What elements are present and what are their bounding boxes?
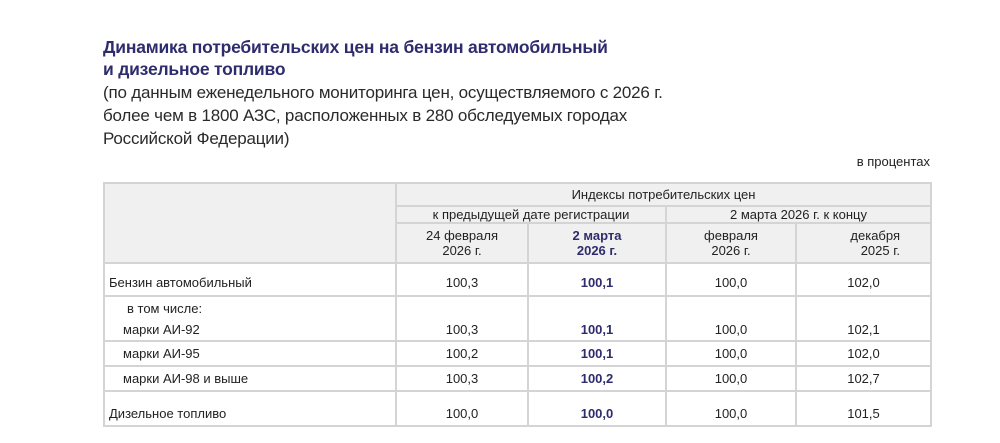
cell: 102,7 [795, 365, 932, 392]
row-label-text: марки АИ-92 [123, 322, 200, 337]
column-header: 2 марта 2026 г. [527, 222, 667, 264]
table-row: Дизельное топливо 100,0 100,0 100,0 101,… [103, 390, 932, 427]
column-header-line: декабря [850, 228, 900, 243]
column-header-line: 2026 г. [442, 243, 482, 258]
row-label: Дизельное топливо [103, 390, 397, 427]
cell: 100,3 [395, 262, 529, 297]
column-header-line: 2 марта [572, 228, 622, 243]
header-group-previous: к предыдущей дате регистрации [395, 205, 667, 224]
table-row: Бензин автомобильный 100,3 100,1 100,0 1… [103, 262, 932, 297]
cell: 100,1 [527, 262, 667, 297]
cell: 101,5 [795, 390, 932, 427]
table-row: марки АИ-98 и выше 100,3 100,2 100,0 102… [103, 365, 932, 392]
subtitle-line: более чем в 1800 АЗС, расположенных в 28… [103, 106, 628, 125]
header-row: 24 февраля 2026 г. 2 марта 2026 г. февраля… [104, 222, 932, 264]
title-line: и дизельное топливо [103, 59, 286, 79]
cell: 100,0 [527, 390, 667, 427]
cell: 100,0 [665, 262, 797, 297]
column-header-line: 2026 г. [711, 243, 751, 258]
subtitle: (по данным еженедельного мониторинга цен… [103, 81, 863, 150]
cell: 102,0 [795, 340, 932, 367]
column-header-line: 2025 г. [860, 243, 900, 258]
table-row: марки АИ-95 100,2 100,1 100,0 102,0 [103, 340, 932, 367]
row-label: в том числе: марки АИ-92 [103, 295, 397, 342]
cell: 100,0 [665, 295, 797, 342]
column-header: февраля 2026 г. [665, 222, 797, 264]
column-header-line: 24 февраля [426, 228, 498, 243]
header-empty-cell [103, 182, 397, 264]
cell: 100,2 [527, 365, 667, 392]
subtitle-line: (по данным еженедельного мониторинга цен… [103, 83, 663, 102]
subtitle-line: Российской Федерации) [103, 129, 290, 148]
row-label: марки АИ-98 и выше [103, 365, 397, 392]
column-header: декабря 2025 г. [795, 222, 932, 264]
cell: 100,0 [665, 390, 797, 427]
cell: 100,3 [395, 295, 529, 342]
page-title: Динамика потребительских цен на бензин а… [103, 36, 608, 80]
cell: 100,2 [395, 340, 529, 367]
header-group-cumulative: 2 марта 2026 г. к концу [665, 205, 932, 224]
header-row: Индексы потребительских цен [103, 182, 932, 264]
column-header: 24 февраля 2026 г. [395, 222, 529, 264]
column-header-line: 2026 г. [576, 243, 618, 258]
cell: 102,0 [795, 262, 932, 297]
units-label: в процентах [856, 154, 930, 169]
subheading: в том числе: [127, 301, 203, 316]
row-label: Бензин автомобильный [103, 262, 397, 297]
cell: 100,0 [395, 390, 529, 427]
title-line: Динамика потребительских цен на бензин а… [103, 37, 608, 57]
column-header-line: февраля [704, 228, 758, 243]
price-index-table: Индексы потребительских цен к предыдущей… [103, 182, 932, 427]
cell: 100,0 [665, 340, 797, 367]
cell: 100,1 [527, 340, 667, 367]
header-main: Индексы потребительских цен [395, 182, 932, 207]
cell: 100,0 [665, 365, 797, 392]
cell: 100,1 [527, 295, 667, 342]
header-row: к предыдущей дате регистрации 2 марта 20… [104, 205, 932, 224]
cell: 100,3 [395, 365, 529, 392]
row-label: марки АИ-95 [103, 340, 397, 367]
cell: 102,1 [795, 295, 932, 342]
table-row: в том числе: марки АИ-92 100,3 100,1 100… [103, 295, 932, 342]
